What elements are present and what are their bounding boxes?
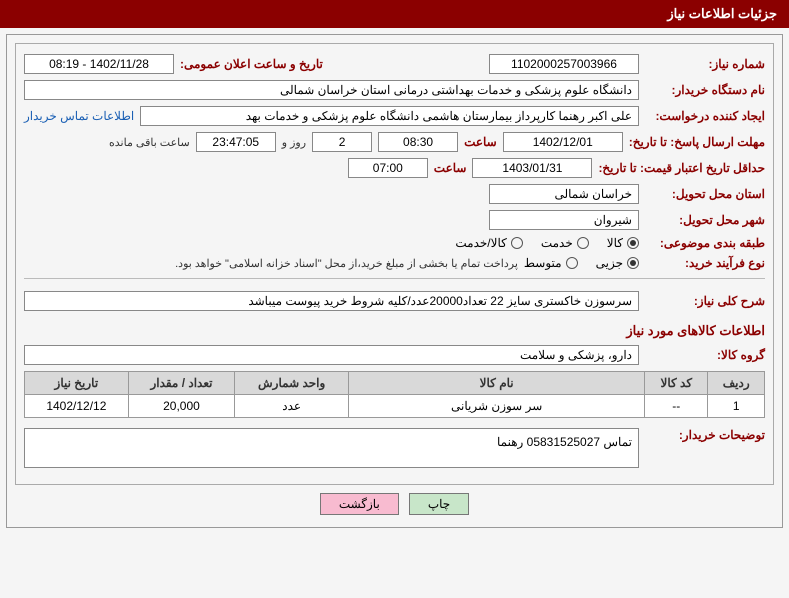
goods-table: ردیف کد کالا نام کالا واحد شمارش تعداد /… [24,371,765,418]
print-button[interactable]: چاپ [409,493,469,515]
cell-qty: 20,000 [128,395,235,418]
th-row: ردیف [708,372,765,395]
purchase-note: پرداخت تمام یا بخشی از مبلغ خرید،از محل … [175,257,518,270]
row-purchase-type: نوع فرآیند خرید: جزیی متوسط پرداخت تمام … [24,256,765,270]
days-label: روز و [282,136,306,149]
buyer-org-value: دانشگاه علوم پزشکی و خدمات بهداشتی درمان… [24,80,639,100]
row-buyer-org: نام دستگاه خریدار: دانشگاه علوم پزشکی و … [24,80,765,100]
table-header-row: ردیف کد کالا نام کالا واحد شمارش تعداد /… [25,372,765,395]
th-date: تاریخ نیاز [25,372,129,395]
need-no-value: 1102000257003966 [489,54,639,74]
city-value: شیروان [489,210,639,230]
time-label-1: ساعت [464,135,497,149]
summary-text: سرسوزن خاکستری سایز 22 تعداد20000عدد/کلی… [24,291,639,311]
row-buyer-notes: توضیحات خریدار: تماس 05831525027 رهنما [24,428,765,468]
cell-row: 1 [708,395,765,418]
radio-goods-service[interactable]: کالا/خدمت [455,236,522,250]
th-name: نام کالا [349,372,645,395]
main-container: شماره نیاز: 1102000257003966 تاریخ و ساع… [6,34,783,528]
radio-medium[interactable]: متوسط [524,256,578,270]
purchase-type-label: نوع فرآیند خرید: [645,256,765,270]
inner-panel: شماره نیاز: 1102000257003966 تاریخ و ساع… [15,43,774,485]
price-valid-date: 1403/01/31 [472,158,592,178]
buyer-notes-label: توضیحات خریدار: [645,428,765,442]
row-summary: شرح کلی نیاز: سرسوزن خاکستری سایز 22 تعد… [24,291,765,311]
need-no-label: شماره نیاز: [645,57,765,71]
row-need-no: شماره نیاز: 1102000257003966 تاریخ و ساع… [24,54,765,74]
requester-value: علی اکبر رهنما کارپرداز بیمارستان هاشمی … [140,106,639,126]
deadline-label: مهلت ارسال پاسخ: تا تاریخ: [629,135,765,149]
buyer-notes-text: تماس 05831525027 رهنما [24,428,639,468]
button-bar: چاپ بازگشت [15,493,774,515]
price-valid-label: حداقل تاریخ اعتبار قیمت: تا تاریخ: [598,161,765,175]
days-value: 2 [312,132,372,152]
announce-label: تاریخ و ساعت اعلان عمومی: [180,57,323,71]
back-button[interactable]: بازگشت [320,493,399,515]
time-label-2: ساعت [434,161,467,175]
row-province: استان محل تحویل: خراسان شمالی [24,184,765,204]
header-title: جزئیات اطلاعات نیاز [667,6,777,21]
cell-code: -- [645,395,708,418]
cell-name: سر سوزن شریانی [349,395,645,418]
cell-date: 1402/12/12 [25,395,129,418]
announce-value: 1402/11/28 - 08:19 [24,54,174,74]
buyer-org-label: نام دستگاه خریدار: [645,83,765,97]
price-valid-time: 07:00 [348,158,428,178]
radio-service-dot [577,237,589,249]
radio-service[interactable]: خدمت [541,236,589,250]
radio-partial[interactable]: جزیی [596,256,639,270]
group-label: گروه کالا: [645,348,765,362]
radio-goods[interactable]: کالا [607,236,639,250]
radio-goods-dot [627,237,639,249]
purchase-type-group: جزیی متوسط [524,256,639,270]
row-subject-cat: طبقه بندی موضوعی: کالا خدمت کالا/خدمت [24,236,765,250]
radio-partial-dot [627,257,639,269]
table-row: 1 -- سر سوزن شریانی عدد 20,000 1402/12/1… [25,395,765,418]
radio-goods-service-dot [511,237,523,249]
requester-label: ایجاد کننده درخواست: [645,109,765,123]
row-group: گروه کالا: دارو، پزشکی و سلامت [24,345,765,365]
province-value: خراسان شمالی [489,184,639,204]
goods-info-title: اطلاعات کالاهای مورد نیاز [24,323,765,339]
countdown: 23:47:05 [196,132,276,152]
buyer-contact-link[interactable]: اطلاعات تماس خریدار [24,109,134,123]
deadline-date: 1402/12/01 [503,132,623,152]
subject-cat-label: طبقه بندی موضوعی: [645,236,765,250]
divider-1 [24,278,765,279]
deadline-time: 08:30 [378,132,458,152]
cell-unit: عدد [235,395,349,418]
row-city: شهر محل تحویل: شیروان [24,210,765,230]
th-qty: تعداد / مقدار [128,372,235,395]
page-header: جزئیات اطلاعات نیاز [0,0,789,28]
th-unit: واحد شمارش [235,372,349,395]
row-price-valid: حداقل تاریخ اعتبار قیمت: تا تاریخ: 1403/… [24,158,765,178]
summary-label: شرح کلی نیاز: [645,294,765,308]
group-value: دارو، پزشکی و سلامت [24,345,639,365]
remaining-label: ساعت باقی مانده [109,136,190,149]
radio-medium-dot [566,257,578,269]
row-requester: ایجاد کننده درخواست: علی اکبر رهنما کارپ… [24,106,765,126]
city-label: شهر محل تحویل: [645,213,765,227]
province-label: استان محل تحویل: [645,187,765,201]
row-deadline: مهلت ارسال پاسخ: تا تاریخ: 1402/12/01 سا… [24,132,765,152]
th-code: کد کالا [645,372,708,395]
subject-cat-group: کالا خدمت کالا/خدمت [455,236,639,250]
